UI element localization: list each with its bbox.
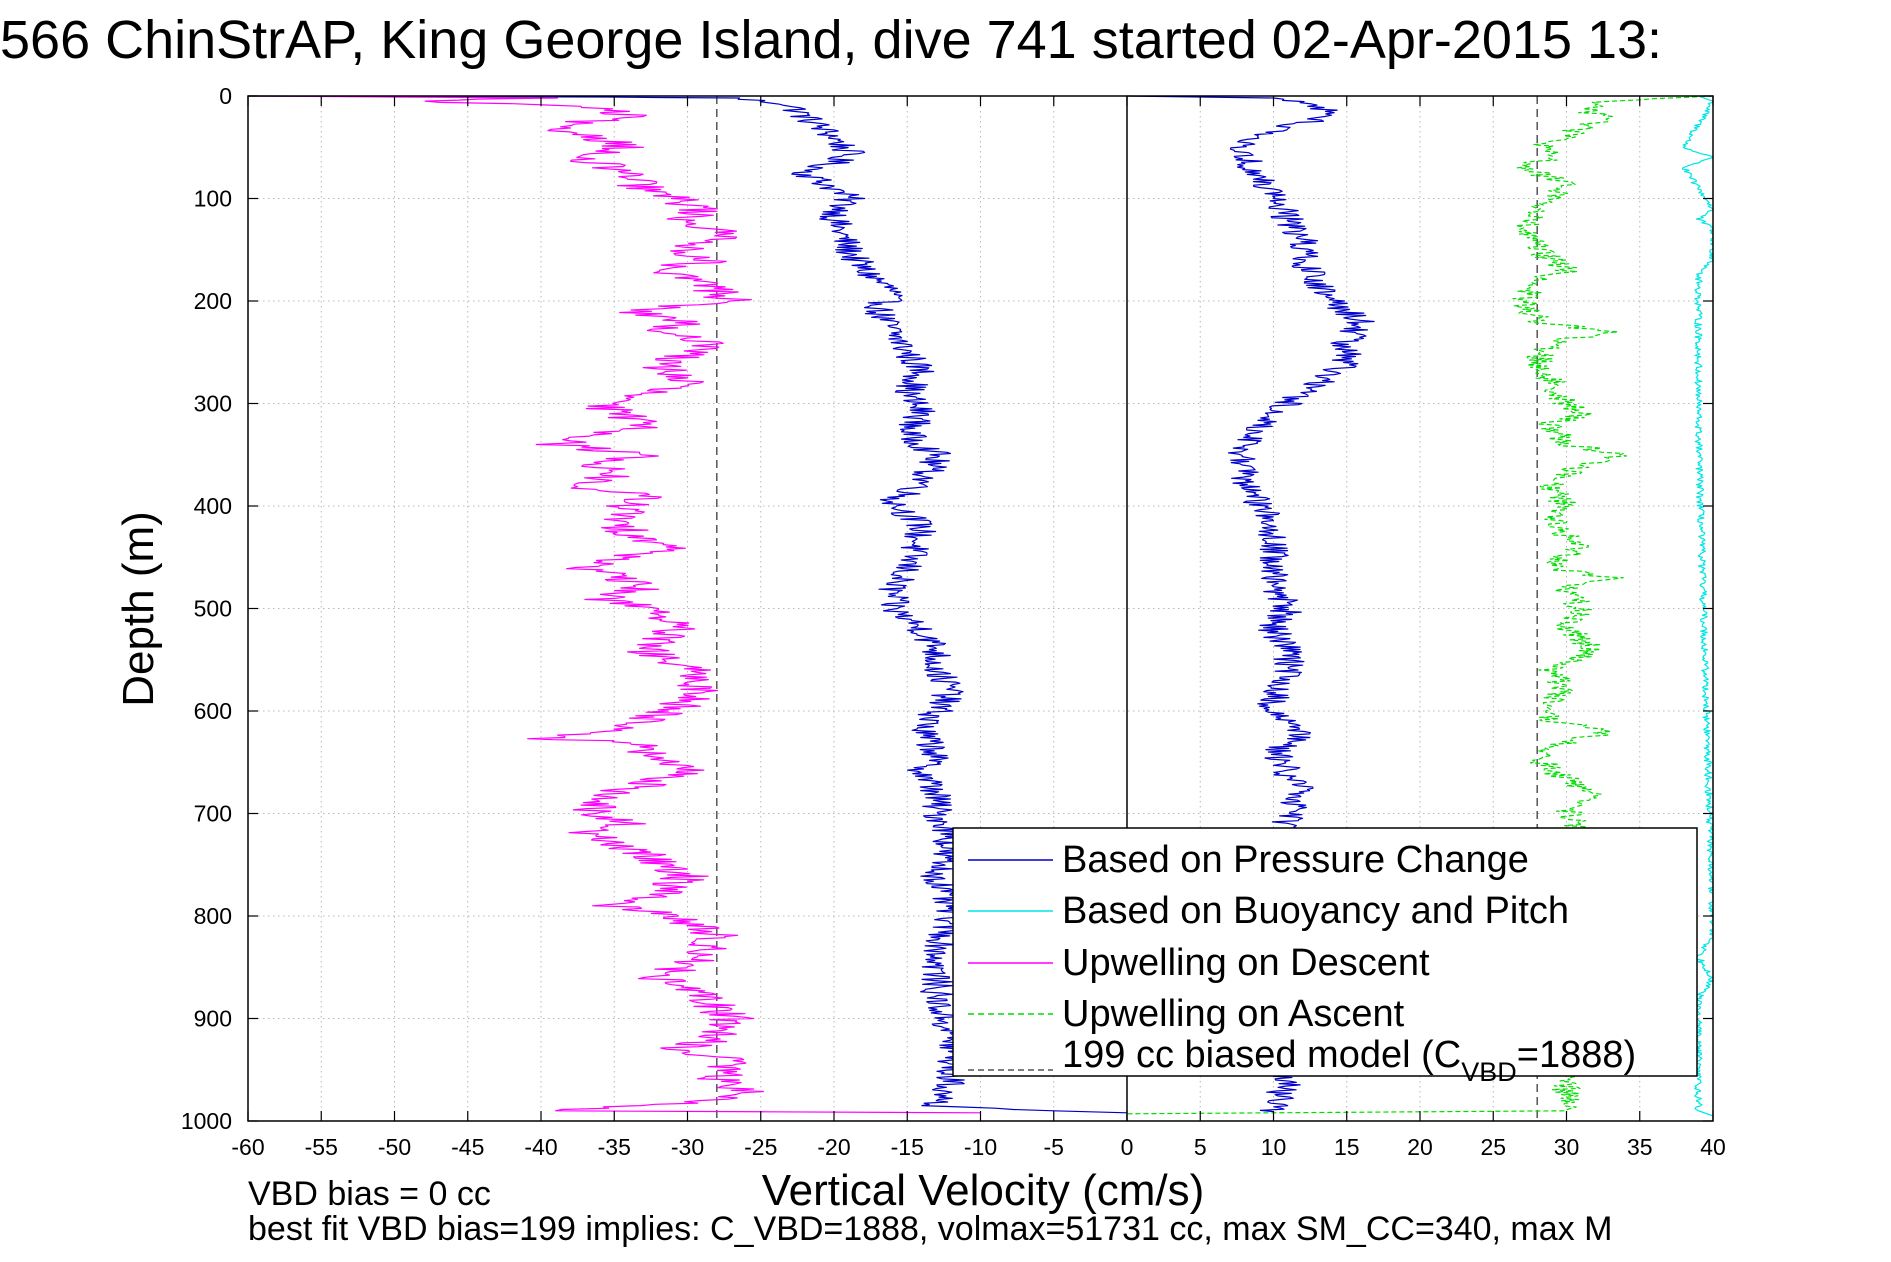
- series-based-on-pressure-change-descent: [247, 95, 1128, 1114]
- y-axis-label: Depth (m): [114, 511, 163, 707]
- legend-label-biased-model: 199 cc biased model (CVBD=1888): [1062, 1034, 1636, 1087]
- x-tick-label: 0: [1121, 1134, 1134, 1160]
- x-tick-label: -55: [305, 1134, 338, 1160]
- legend-label-buoyancy: Based on Buoyancy and Pitch: [1062, 890, 1569, 932]
- y-tick-label: 700: [194, 801, 232, 827]
- x-tick-label: 20: [1407, 1134, 1433, 1160]
- x-tick-label: 15: [1334, 1134, 1360, 1160]
- x-tick-label: -5: [1044, 1134, 1064, 1160]
- x-tick-label: -25: [744, 1134, 777, 1160]
- y-tick-label: 500: [194, 596, 232, 622]
- y-tick-label: 800: [194, 903, 232, 929]
- legend: Based on Pressure Change Based on Buoyan…: [952, 827, 1698, 1087]
- x-tick-label: 5: [1194, 1134, 1207, 1160]
- legend-label-pressure: Based on Pressure Change: [1062, 839, 1529, 881]
- y-tick-label: 900: [194, 1006, 232, 1032]
- y-tick-label: 600: [194, 698, 232, 724]
- x-tick-label: -40: [524, 1134, 557, 1160]
- y-tick-label: 300: [194, 391, 232, 417]
- x-tick-label: 35: [1627, 1134, 1653, 1160]
- x-tick-label: 25: [1480, 1134, 1506, 1160]
- x-tick-label: -60: [231, 1134, 264, 1160]
- footer-line-1: VBD bias = 0 cc: [248, 1175, 491, 1213]
- y-tick-label: 0: [219, 83, 232, 109]
- footer-line-2: best fit VBD bias=199 implies: C_VBD=188…: [248, 1210, 1612, 1248]
- legend-label-biased-model-tail: =1888): [1517, 1034, 1636, 1076]
- y-tick-label: 400: [194, 493, 232, 519]
- y-tick-labels: 0 100 200 300 400 500 600 700 800 900 1000: [181, 83, 232, 1134]
- x-tick-label: -35: [598, 1134, 631, 1160]
- x-tick-label: 30: [1554, 1134, 1580, 1160]
- axes: [247, 95, 1714, 1122]
- x-tick-label: -10: [964, 1134, 997, 1160]
- legend-label-upwelling-ascent: Upwelling on Ascent: [1062, 993, 1405, 1035]
- series-based-on-buoyancy-and-pitch: [1681, 95, 1714, 1117]
- y-tick-label: 200: [194, 288, 232, 314]
- x-tick-label: -45: [451, 1134, 484, 1160]
- legend-label-biased-model-sub: VBD: [1461, 1057, 1517, 1087]
- legend-label-biased-model-main: 199 cc biased model (C: [1062, 1034, 1461, 1076]
- legend-box: [952, 827, 1698, 1077]
- y-tick-label: 1000: [181, 1108, 232, 1134]
- x-tick-label: 10: [1261, 1134, 1287, 1160]
- series-upwelling-on-descent: [247, 95, 981, 1114]
- chart-title: 566 ChinStrAP, King George Island, dive …: [0, 10, 1662, 70]
- legend-label-upwelling-descent: Upwelling on Descent: [1062, 942, 1430, 984]
- x-axis-label: Vertical Velocity (cm/s): [762, 1166, 1205, 1215]
- x-tick-label: -50: [378, 1134, 411, 1160]
- x-tick-label: -20: [817, 1134, 850, 1160]
- x-tick-label: -15: [891, 1134, 924, 1160]
- x-tick-labels: -60 -55 -50 -45 -40 -35 -30 -25 -20 -15 -10 -5 0 5 10 1…: [231, 1134, 1725, 1160]
- x-tick-label: 40: [1700, 1134, 1726, 1160]
- y-tick-label: 100: [194, 186, 232, 212]
- x-tick-label: -30: [671, 1134, 704, 1160]
- series-upwelling-on-ascent: [1126, 95, 1714, 1115]
